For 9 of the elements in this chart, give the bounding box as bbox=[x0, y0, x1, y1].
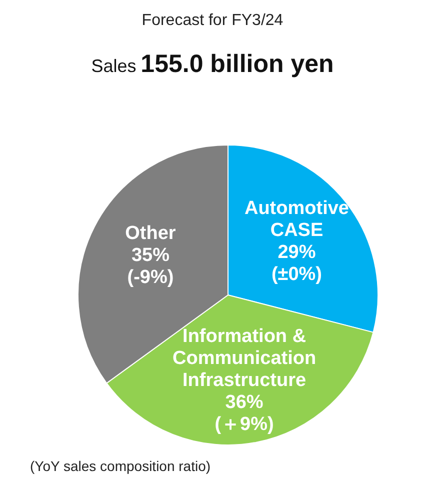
slice-label: Automotive CASE bbox=[244, 198, 349, 242]
slice-label: Information & Communication Infrastructure bbox=[172, 326, 316, 391]
data-label: 29% (±0%) bbox=[271, 242, 322, 286]
text: (YoY sales composition ratio) bbox=[30, 458, 211, 474]
data-label: 35% (-9%) bbox=[127, 245, 174, 288]
chart-subtitle: Sales 155.0 billion yen bbox=[91, 50, 334, 78]
chart-title: Forecast for FY3/24 bbox=[140, 12, 284, 30]
slice-label: Other bbox=[125, 223, 176, 244]
data-label: 36% (＋9%) bbox=[214, 392, 274, 435]
